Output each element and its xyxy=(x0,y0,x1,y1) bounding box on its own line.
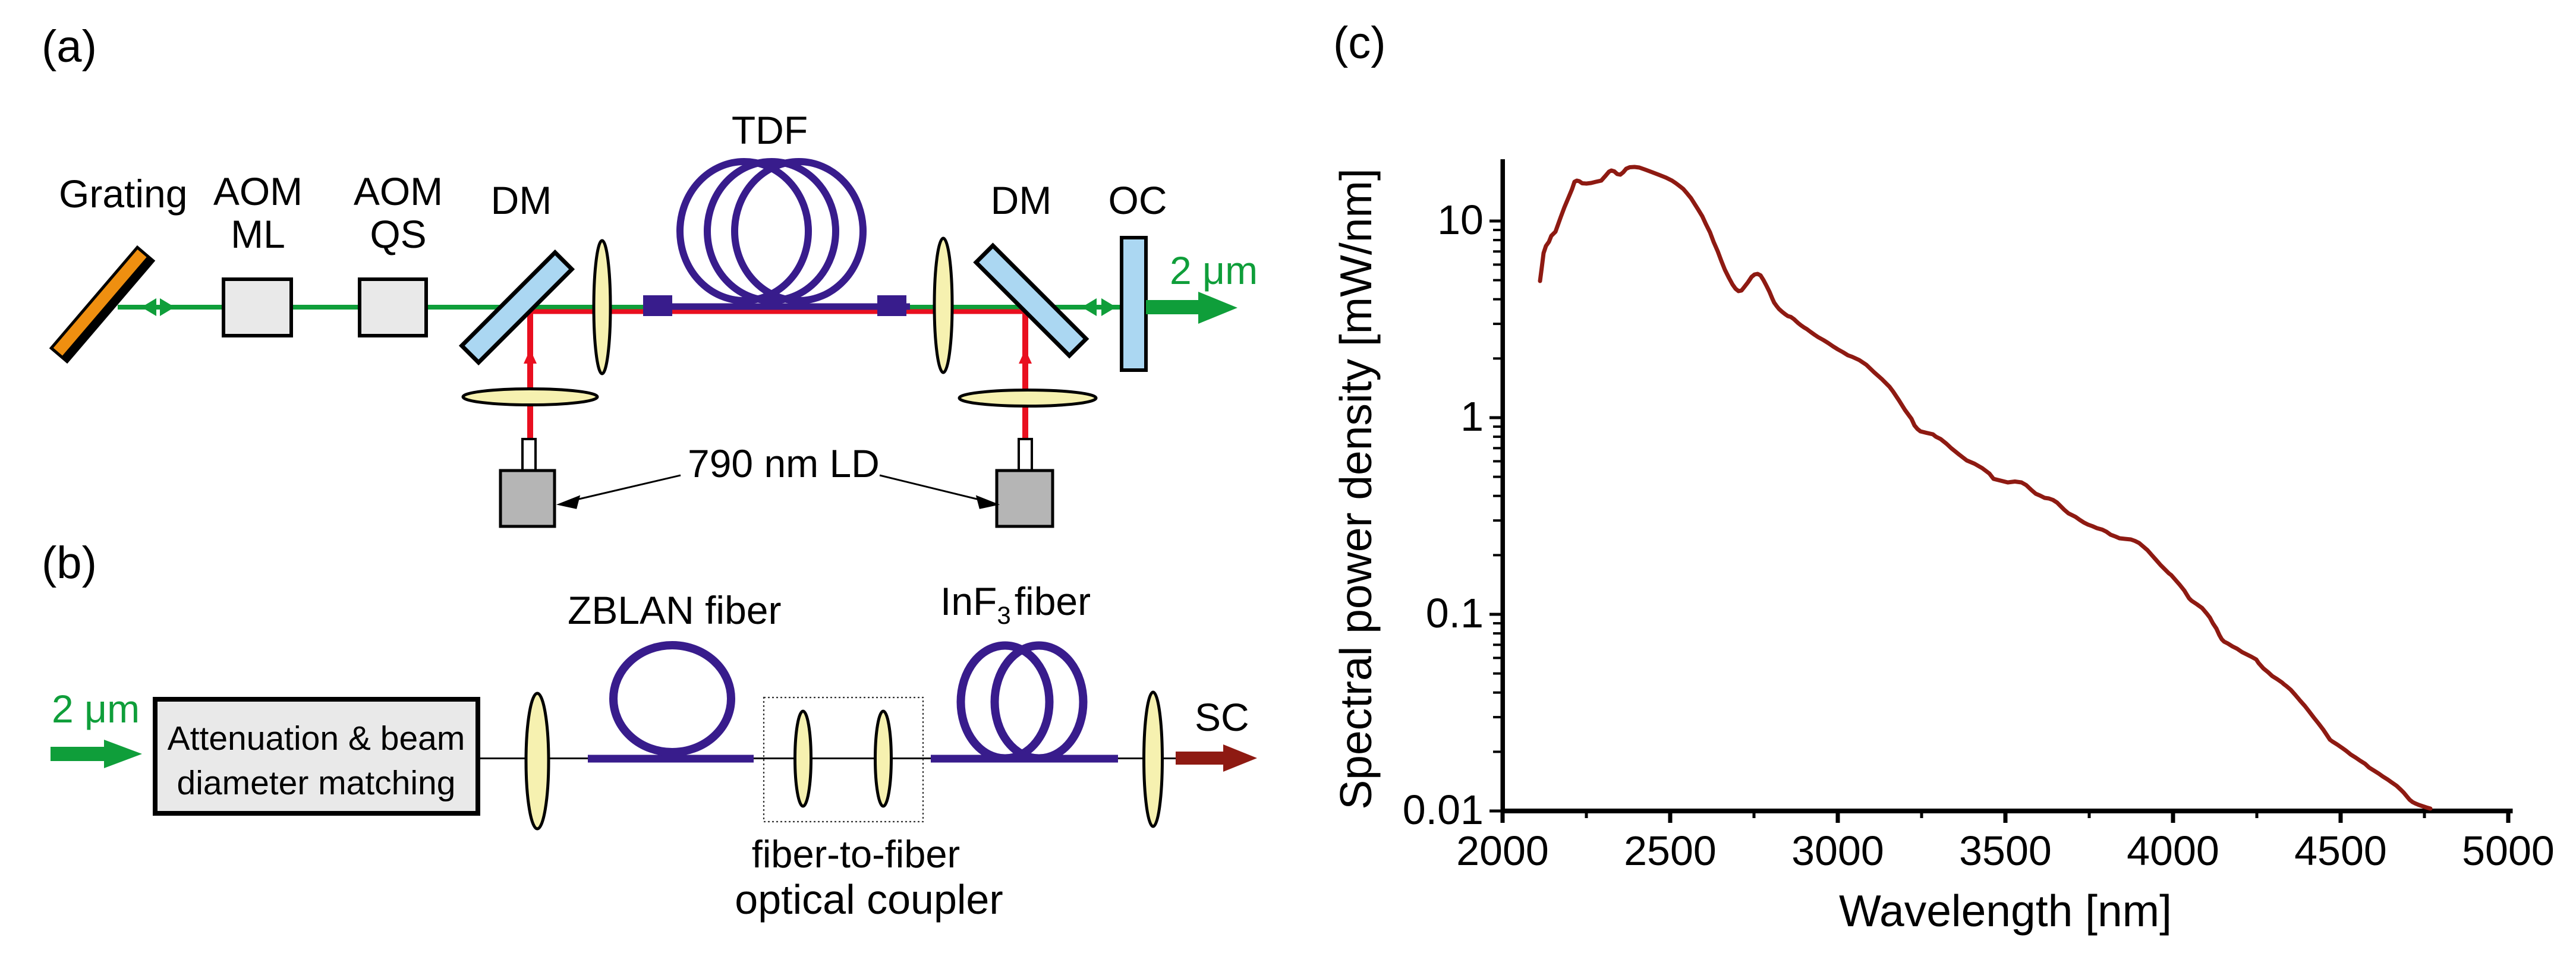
svg-text:ML: ML xyxy=(231,212,285,256)
svg-text:2 μm: 2 μm xyxy=(1170,248,1258,292)
svg-text:OC: OC xyxy=(1109,178,1167,222)
svg-text:Wavelength [nm]: Wavelength [nm] xyxy=(1839,886,2172,936)
svg-text:DM: DM xyxy=(491,178,552,222)
svg-text:InF3fiber: InF3fiber xyxy=(940,579,1091,629)
svg-text:(a): (a) xyxy=(42,21,97,72)
svg-text:3500: 3500 xyxy=(1959,828,2052,874)
svg-text:fiber-to-fiber: fiber-to-fiber xyxy=(752,832,960,876)
svg-text:5000: 5000 xyxy=(2462,828,2555,874)
svg-text:Attenuation & beam: Attenuation & beam xyxy=(168,719,465,757)
svg-text:(c): (c) xyxy=(1333,18,1386,68)
svg-text:(b): (b) xyxy=(42,538,97,588)
svg-text:AOM: AOM xyxy=(213,169,303,213)
svg-text:diameter matching: diameter matching xyxy=(177,764,456,802)
svg-text:4500: 4500 xyxy=(2294,828,2387,874)
svg-text:0.01: 0.01 xyxy=(1403,787,1484,833)
svg-text:3000: 3000 xyxy=(1791,828,1884,874)
svg-text:TDF: TDF xyxy=(732,108,808,152)
svg-text:790 nm LD: 790 nm LD xyxy=(688,441,880,485)
svg-text:AOM: AOM xyxy=(354,169,443,213)
svg-text:Spectral power density [mW/nm]: Spectral power density [mW/nm] xyxy=(1331,168,1381,810)
svg-text:1: 1 xyxy=(1460,393,1484,440)
svg-text:2 μm: 2 μm xyxy=(52,687,140,731)
svg-text:optical coupler: optical coupler xyxy=(735,876,1003,923)
svg-text:4000: 4000 xyxy=(2127,828,2219,874)
svg-text:DM: DM xyxy=(991,178,1052,222)
svg-text:SC: SC xyxy=(1195,695,1249,739)
svg-text:ZBLAN fiber: ZBLAN fiber xyxy=(568,588,781,632)
svg-text:2500: 2500 xyxy=(1624,828,1717,874)
svg-text:2000: 2000 xyxy=(1456,828,1549,874)
svg-text:0.1: 0.1 xyxy=(1426,590,1484,636)
svg-text:QS: QS xyxy=(370,212,426,256)
svg-text:10: 10 xyxy=(1437,197,1484,243)
svg-text:Grating: Grating xyxy=(59,172,187,216)
